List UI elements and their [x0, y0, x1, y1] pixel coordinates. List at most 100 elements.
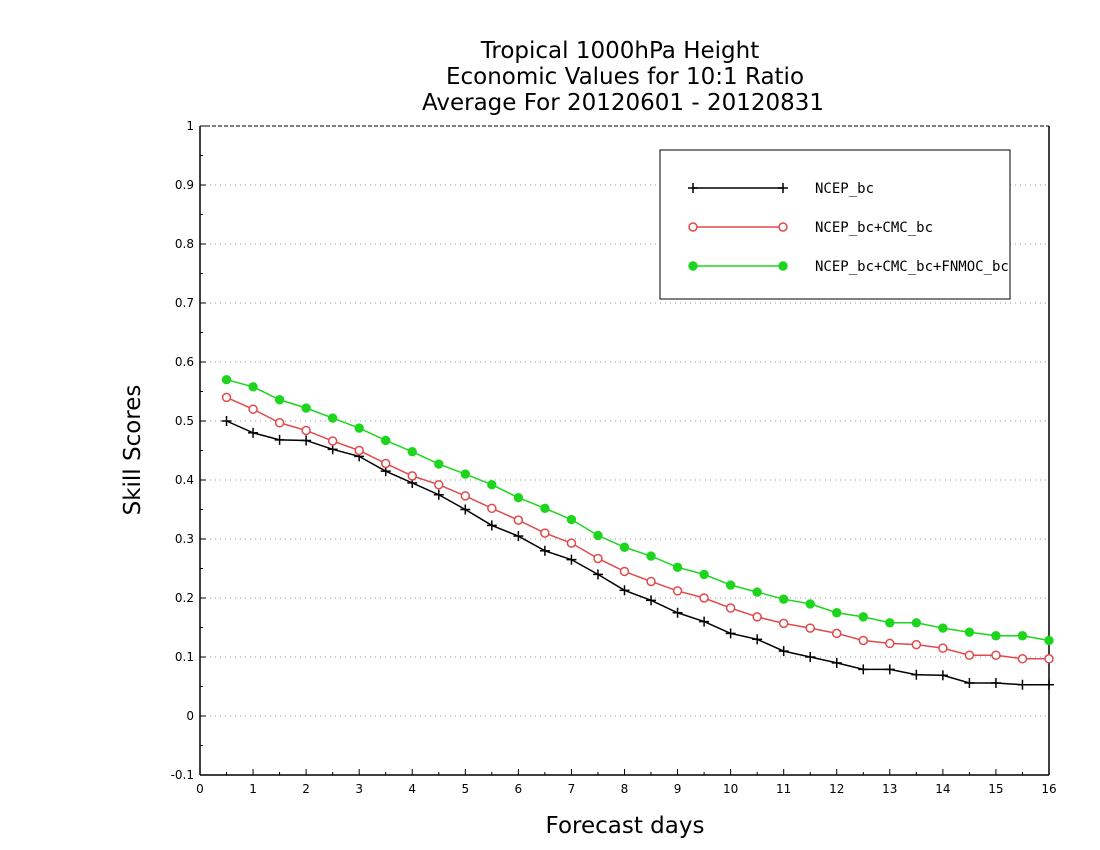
- series-1-point-3: [301, 425, 311, 436]
- series-0-point-27: [937, 670, 948, 681]
- series-1-point-14: [593, 553, 603, 564]
- series-2-point-27: [938, 623, 948, 633]
- series-2-point-13: [566, 514, 577, 525]
- x-tick-label-11: 11: [776, 782, 791, 796]
- series-0-point-16: [646, 595, 657, 606]
- series-2-point-9: [460, 469, 471, 479]
- x-axis-title: Forecast days: [546, 813, 705, 839]
- series-2-point-5: [354, 423, 364, 433]
- series-0-point-8: [433, 489, 444, 500]
- series-1-point-2: [274, 418, 285, 428]
- series-1-point-7: [407, 471, 417, 481]
- series-2-point-25: [885, 618, 895, 628]
- series-2-point-30: [1017, 631, 1028, 641]
- x-tick-label-13: 13: [882, 782, 897, 796]
- x-tick-label-4: 4: [408, 782, 416, 796]
- series-1-point-23: [832, 628, 842, 639]
- series-0-point-2: [274, 434, 285, 445]
- series-2-point-23: [832, 608, 842, 618]
- series-1-point-13: [566, 538, 577, 548]
- series-2-point-2: [274, 395, 285, 405]
- legend-item-0: NCEP_bc: [688, 181, 874, 197]
- x-tick-label-3: 3: [355, 782, 363, 796]
- series-2-point-19: [725, 580, 736, 590]
- series-2-point-22: [805, 599, 815, 609]
- legend-marker-end-0: [778, 183, 788, 193]
- series-2-point-14: [593, 530, 603, 541]
- title-line-3: Average For 20120601 - 20120831: [422, 90, 824, 116]
- series-2-point-24: [858, 612, 868, 622]
- y-axis-title: Skill Scores: [120, 385, 146, 516]
- y-tick-label-5: 0.4: [175, 473, 194, 487]
- series-2-point-16: [646, 551, 656, 561]
- series-0-line: [226, 420, 1049, 686]
- x-tick-label-2: 2: [302, 782, 310, 796]
- x-tick-label-0: 0: [196, 782, 204, 796]
- series-0-point-25: [884, 664, 895, 675]
- series-2-point-20: [752, 587, 762, 597]
- series-0: [221, 416, 1054, 690]
- series-0-point-13: [566, 554, 577, 565]
- chart-title: Tropical 1000hPa Height Economic Values …: [422, 38, 824, 116]
- series-1-point-25: [885, 638, 895, 649]
- series-1-point-6: [380, 458, 391, 469]
- y-tick-label-0: -0.1: [171, 768, 194, 782]
- series-0-point-22: [805, 652, 816, 662]
- series-1-point-27: [938, 643, 948, 653]
- legend-marker-end-2: [778, 261, 788, 271]
- series-1-point-5: [354, 445, 364, 456]
- series-0-point-11: [513, 531, 524, 542]
- series-0-point-15: [619, 585, 630, 596]
- series-0-point-26: [911, 669, 922, 680]
- legend-label-2: NCEP_bc+CMC_bc+FNMOC_bc: [815, 259, 1009, 275]
- x-tick-label-5: 5: [461, 782, 469, 796]
- series-0-point-30: [1017, 679, 1028, 690]
- series-2-line: [226, 378, 1050, 642]
- y-tick-label-11: 1: [186, 119, 194, 133]
- series-1-point-26: [911, 639, 922, 650]
- series-1-point-8: [434, 479, 444, 490]
- series-0-point-23: [831, 657, 842, 668]
- series-2-point-4: [327, 413, 338, 423]
- y-tick-label-9: 0.8: [175, 237, 194, 251]
- series-1-point-22: [805, 623, 815, 633]
- y-tick-label-2: 0.1: [175, 650, 194, 664]
- series-0-point-28: [964, 677, 975, 688]
- series-0-point-19: [725, 628, 736, 639]
- series-2-point-26: [911, 618, 922, 628]
- series-1-point-4: [327, 436, 338, 446]
- title-line-2: Economic Values for 10:1 Ratio: [446, 64, 804, 90]
- series-1-point-11: [513, 515, 524, 525]
- series-1-point-9: [460, 491, 471, 501]
- series-1-point-12: [540, 528, 550, 538]
- series-2-point-21: [778, 594, 789, 604]
- series-2-point-28: [964, 627, 975, 637]
- series-1-point-10: [487, 503, 497, 514]
- series-1-point-15: [619, 566, 630, 577]
- series-1: [221, 392, 1054, 664]
- series-1-point-1: [248, 404, 258, 414]
- series-2-point-17: [672, 562, 683, 573]
- series-2-point-11: [513, 493, 524, 503]
- series-1-point-31: [1044, 654, 1054, 664]
- series-0-point-3: [301, 435, 312, 446]
- series-1-point-21: [778, 618, 789, 629]
- x-tick-label-6: 6: [515, 782, 523, 796]
- x-tick-label-14: 14: [935, 782, 950, 796]
- series-2-point-29: [991, 631, 1001, 641]
- x-tick-label-7: 7: [568, 782, 576, 796]
- legend-marker-end-1: [778, 222, 788, 232]
- series-1-point-30: [1017, 654, 1028, 664]
- series-0-point-1: [248, 427, 259, 438]
- y-tick-label-8: 0.7: [175, 296, 194, 310]
- series-1-point-24: [858, 635, 869, 646]
- series-0-point-4: [327, 444, 338, 455]
- x-tick-label-8: 8: [621, 782, 629, 796]
- x-tick-label-1: 1: [249, 782, 257, 796]
- series-2-point-6: [381, 435, 391, 446]
- series-1-point-18: [699, 593, 709, 603]
- series-0-point-14: [592, 569, 603, 580]
- series-2-point-8: [434, 459, 444, 469]
- legend-label-1: NCEP_bc+CMC_bc: [815, 220, 933, 236]
